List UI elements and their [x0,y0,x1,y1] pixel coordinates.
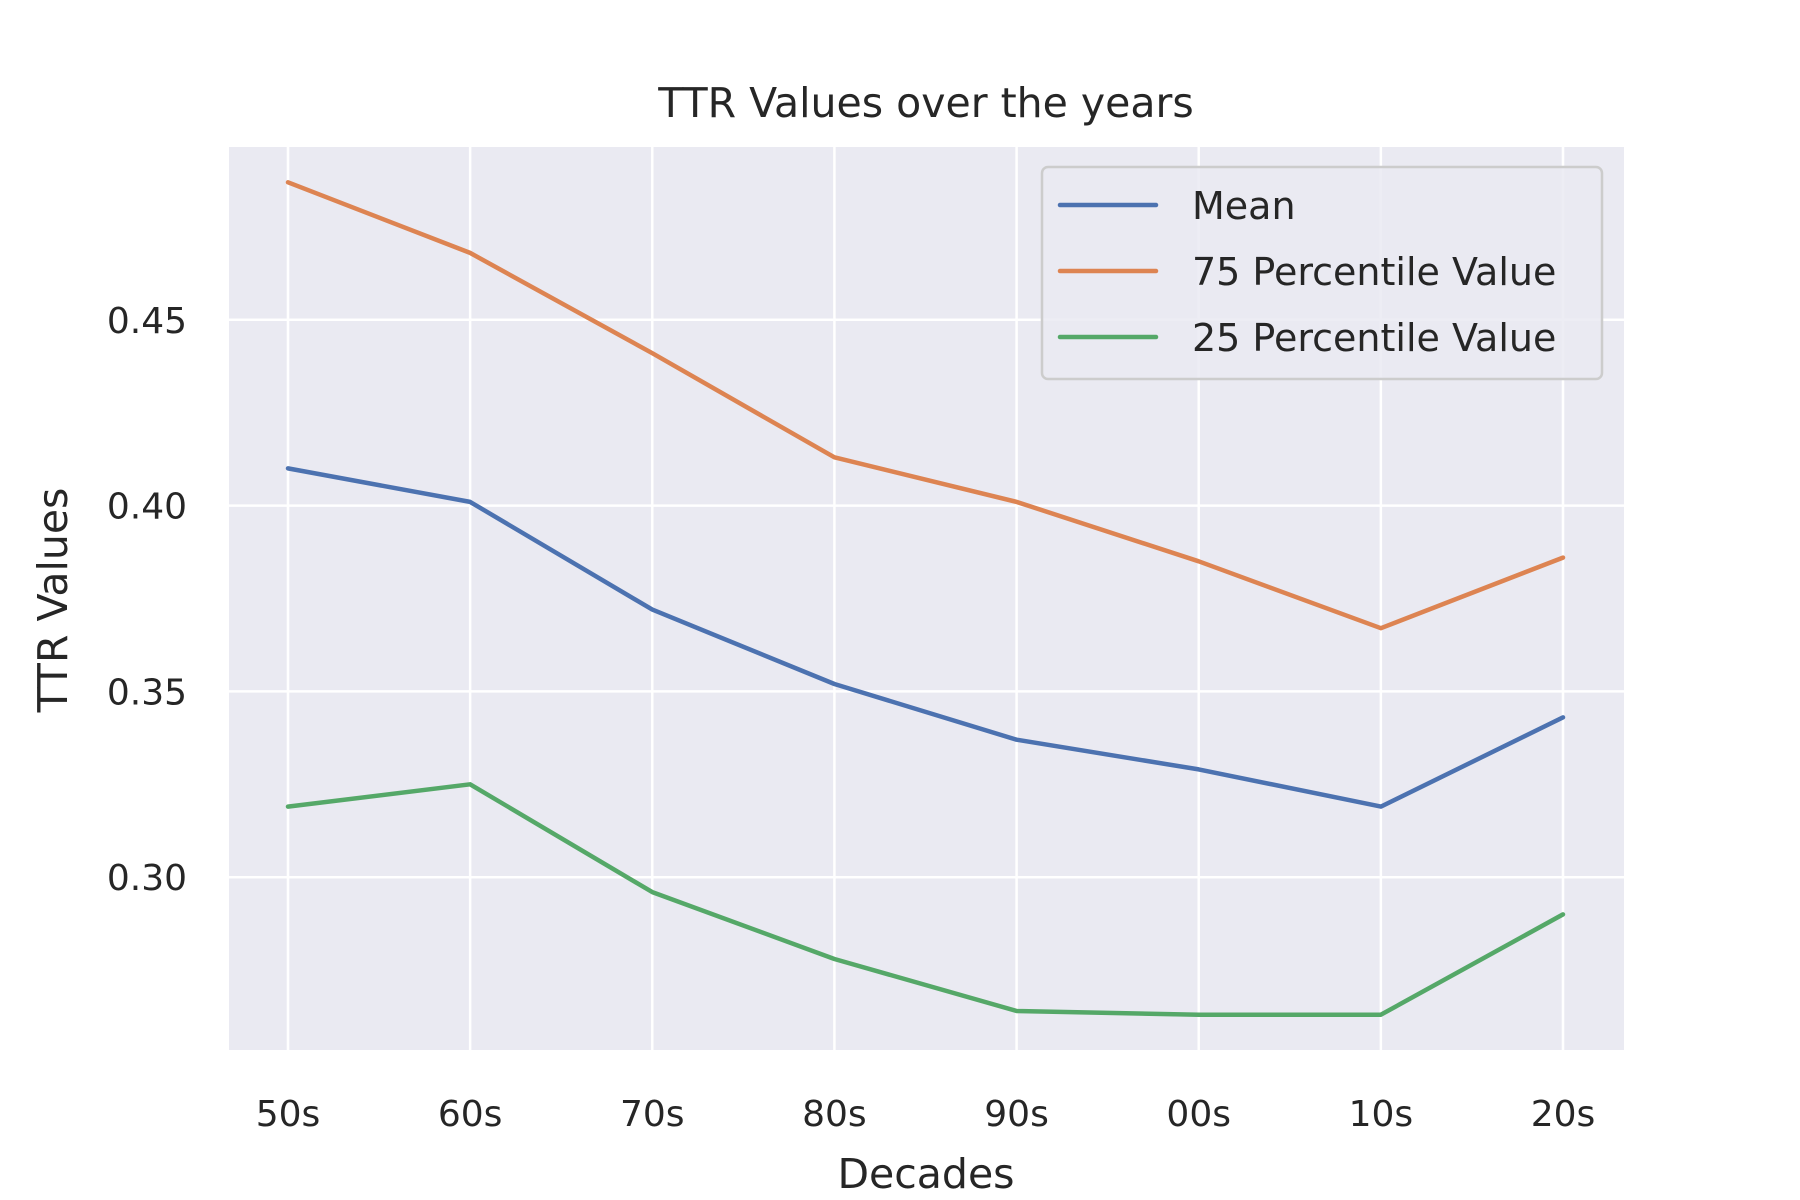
legend: Mean 75 Percentile Value 25 Percentile Val… [1040,165,1604,381]
y-tick-label: 0.30 [107,858,187,899]
x-tick-label: 50s [256,1094,321,1135]
series-line-3 [285,782,1566,1017]
y-tick-label: 0.35 [107,672,187,713]
x-tick-label: 90s [984,1094,1049,1135]
chart-title: TTR Values over the years [657,79,1193,127]
legend-label: 75 Percentile Value [1192,250,1556,294]
y-axis-label: TTR Values [29,488,77,714]
x-tick-label: 20s [1531,1094,1596,1135]
x-tick-label: 00s [1166,1094,1231,1135]
series-line-2 [285,180,1566,631]
y-tick-labels: 0.30 0.35 0.40 0.45 [107,301,187,899]
legend-box [1040,165,1604,381]
x-axis-label: Decades [837,1150,1014,1198]
x-tick-label: 80s [802,1094,867,1135]
series-lines [285,180,1566,1017]
series-line-1 [285,466,1566,809]
x-tick-labels: 50s 60s 70s 80s 90s 00s 10s 20s [256,1094,1596,1135]
legend-label: Mean [1192,184,1296,228]
x-tick-label: 10s [1349,1094,1414,1135]
x-tick-label: 70s [620,1094,685,1135]
legend-label: 25 Percentile Value [1192,316,1556,360]
y-tick-label: 0.40 [107,487,187,528]
y-tick-label: 0.45 [107,301,187,342]
x-tick-label: 60s [438,1094,503,1135]
